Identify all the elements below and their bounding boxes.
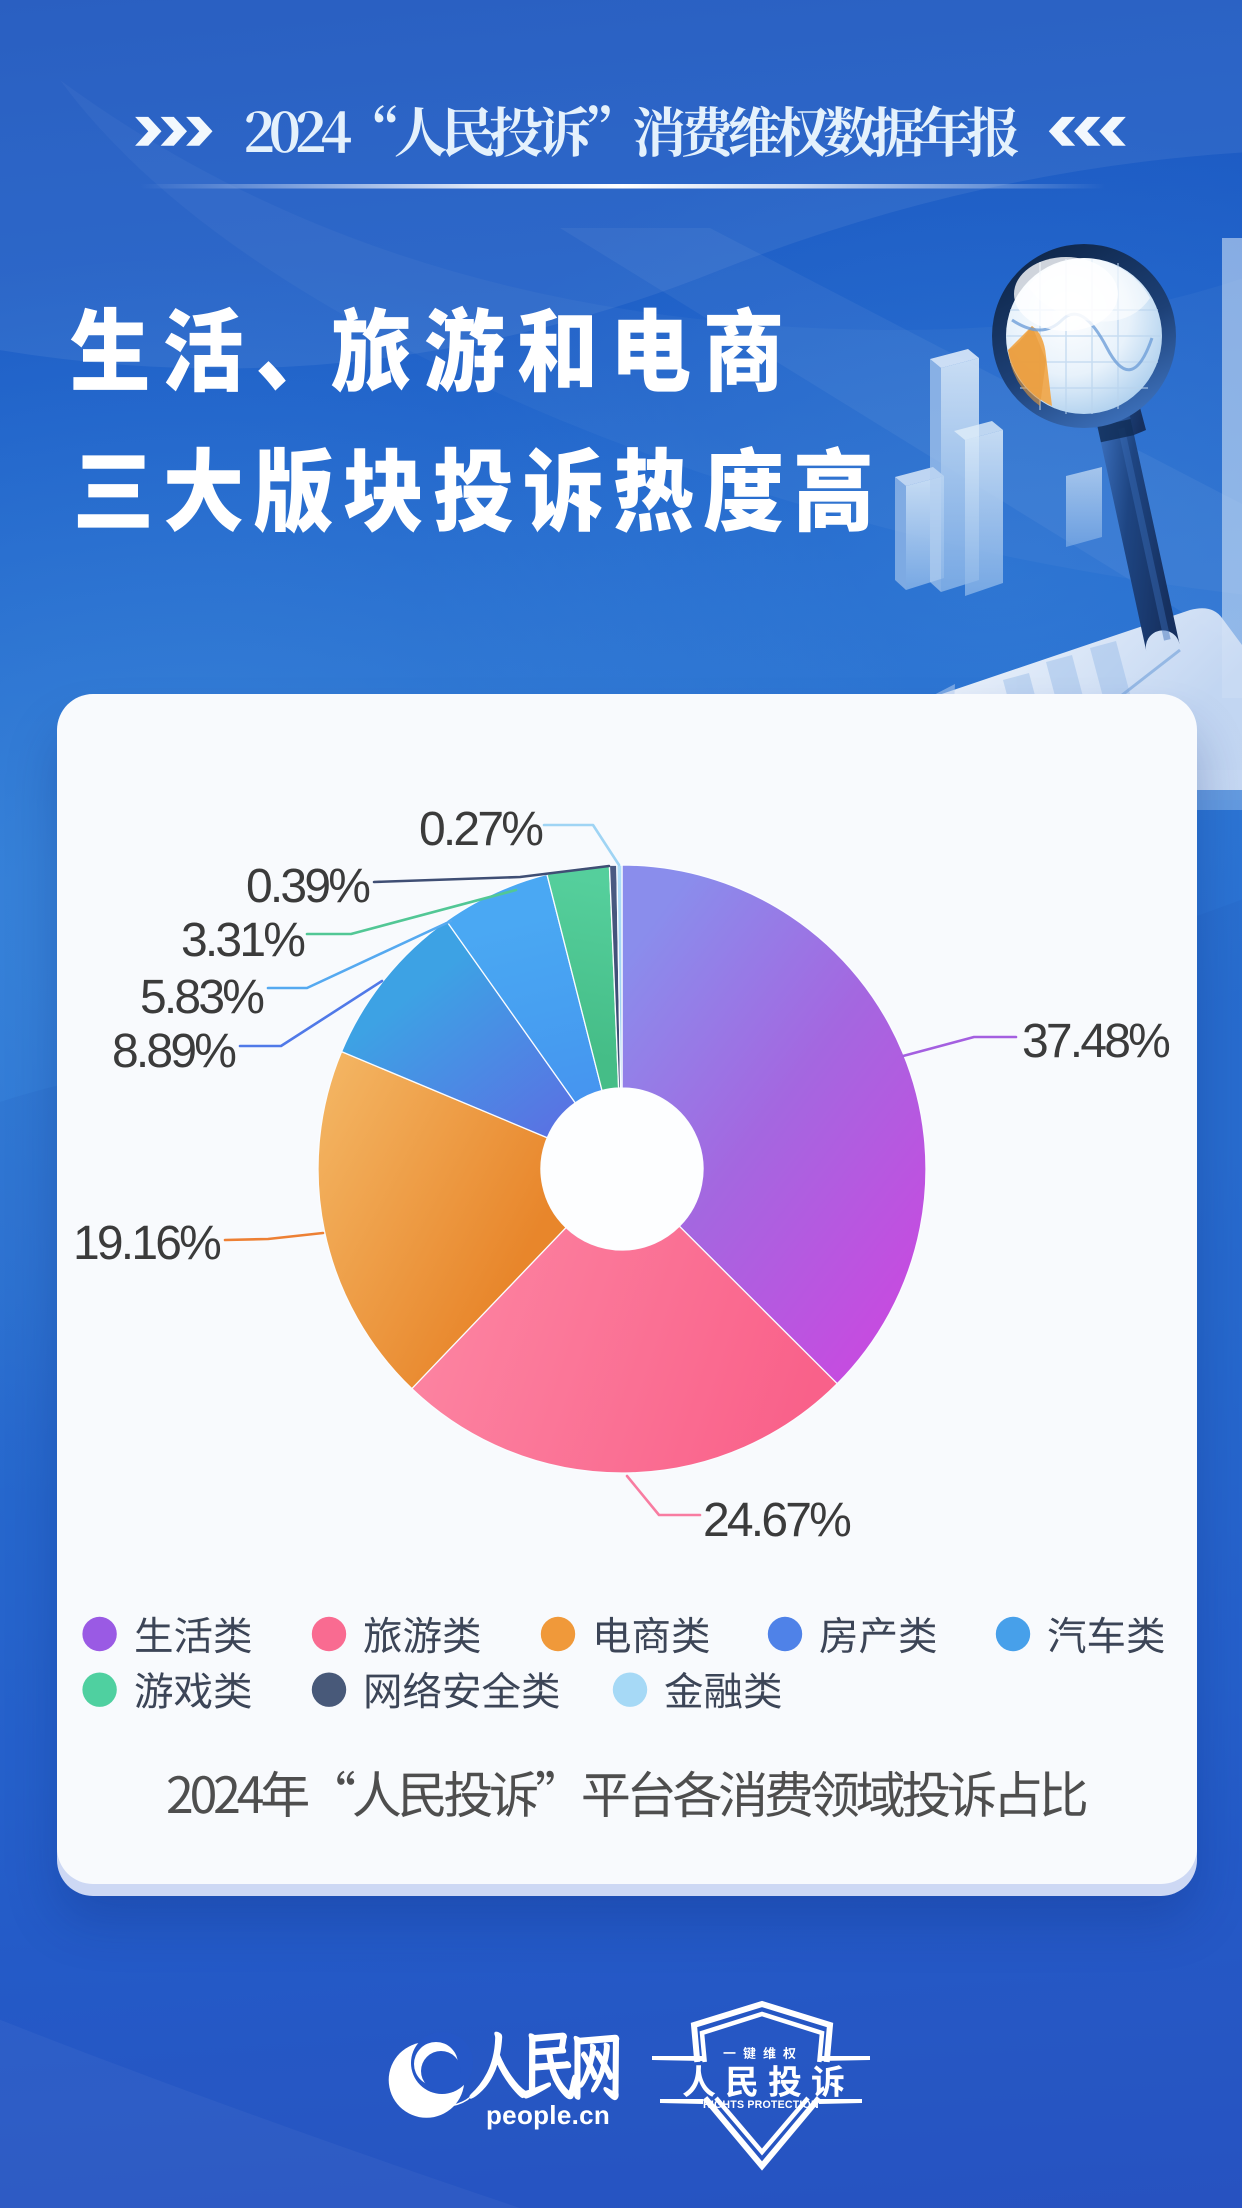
svg-text:19.16%: 19.16% — [73, 1217, 220, 1270]
svg-text:RIGHTS PROTECTION: RIGHTS PROTECTION — [703, 2099, 819, 2111]
svg-text:0.39%: 0.39% — [246, 860, 369, 913]
svg-text:24.67%: 24.67% — [703, 1494, 850, 1547]
svg-text:0.27%: 0.27% — [419, 803, 542, 856]
svg-text:37.48%: 37.48% — [1022, 1015, 1169, 1068]
svg-text:8.89%: 8.89% — [112, 1025, 235, 1078]
svg-text:5.83%: 5.83% — [140, 971, 263, 1024]
svg-text:3.31%: 3.31% — [181, 914, 304, 967]
svg-text:people.cn: people.cn — [486, 2100, 610, 2130]
